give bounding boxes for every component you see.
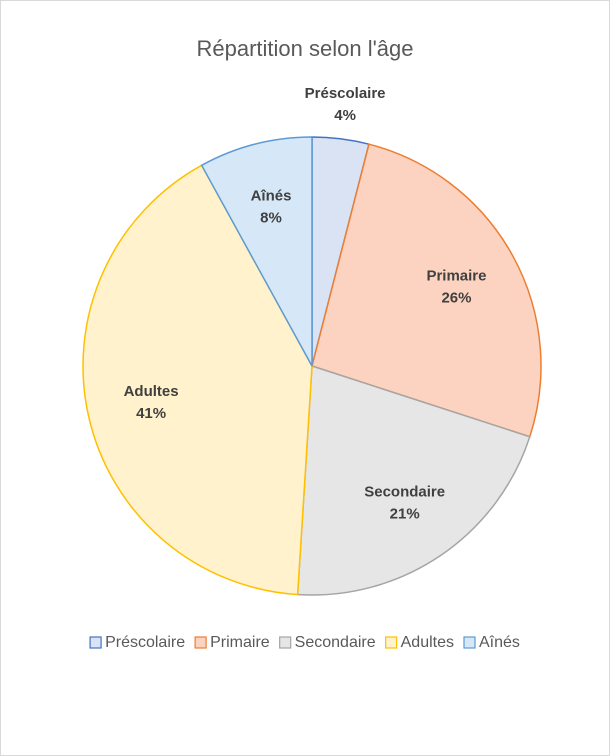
data-label-value: 21% <box>390 505 420 522</box>
legend-label: Aînés <box>479 634 520 651</box>
legend-label: Préscolaire <box>105 634 185 651</box>
data-label-value: 4% <box>334 107 356 124</box>
pie-slice <box>311 143 542 438</box>
data-label-value: 8% <box>260 209 282 226</box>
pie-slice <box>200 136 313 367</box>
legend-swatch <box>279 636 292 649</box>
legend-label: Secondaire <box>295 634 376 651</box>
pie-slice <box>82 164 313 596</box>
data-label-name: Primaire <box>426 268 486 285</box>
data-label-name: Adultes <box>124 383 179 400</box>
data-label-value: 26% <box>441 290 471 307</box>
data-label-name: Secondaire <box>364 483 445 500</box>
data-label-name: Préscolaire <box>305 85 386 102</box>
legend-swatch <box>385 636 398 649</box>
pie-slice <box>296 364 531 596</box>
chart-title: Répartition selon l'âge <box>196 36 413 61</box>
legend-label: Adultes <box>401 634 454 651</box>
legend-swatch <box>89 636 102 649</box>
data-label-value: 41% <box>136 405 166 422</box>
legend-label: Primaire <box>210 634 270 651</box>
legend-swatch <box>463 636 476 649</box>
data-label-name: Aînés <box>251 187 292 204</box>
legend-swatch <box>194 636 207 649</box>
